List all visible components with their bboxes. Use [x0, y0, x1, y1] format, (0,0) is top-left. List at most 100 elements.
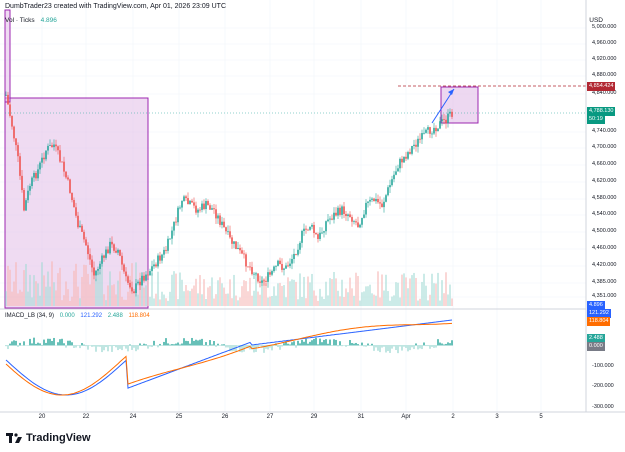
histogram-bar	[417, 345, 419, 350]
volume-bar	[127, 291, 129, 306]
candle-body	[273, 266, 275, 272]
price-tick: 4,920.000	[592, 56, 617, 62]
histogram-bar	[433, 345, 435, 348]
candle-body	[11, 115, 13, 127]
histogram-bar	[63, 343, 65, 346]
volume-bar	[199, 275, 201, 306]
volume-bar	[393, 295, 395, 306]
volume-bar	[231, 298, 233, 306]
volume-bar	[63, 295, 65, 306]
volume-bar	[327, 295, 329, 306]
candle-body	[9, 104, 11, 116]
candle-body	[221, 221, 223, 225]
volume-bar	[121, 296, 123, 306]
histogram-bar	[291, 342, 293, 346]
candle-body	[293, 253, 295, 260]
volume-bar	[247, 291, 249, 306]
price-tick: 4,740.000	[592, 128, 617, 134]
volume-bar	[97, 269, 99, 306]
histogram-bar	[29, 338, 31, 346]
volume-bar	[433, 283, 435, 306]
volume-bar	[351, 288, 353, 306]
candle-body	[331, 218, 333, 220]
candle-body	[241, 250, 243, 254]
histogram-bar	[355, 342, 357, 346]
candle-body	[243, 253, 245, 255]
volume-bar	[29, 274, 31, 306]
histogram-bar	[179, 344, 181, 346]
candle-body	[433, 127, 435, 134]
candle-body	[103, 255, 105, 258]
volume-bar	[345, 288, 347, 306]
candle-body	[177, 207, 179, 223]
histogram-bar	[223, 344, 225, 346]
histogram-bar	[347, 345, 349, 346]
candle-body	[17, 145, 19, 157]
macd-v1: 0.000	[59, 313, 75, 319]
volume-bar	[181, 279, 183, 306]
histogram-bar	[23, 341, 25, 346]
macd-legend[interactable]: IMACD_LB (34, 9) 0.000 121.292 2.488 118…	[5, 313, 150, 319]
candle-body	[307, 229, 309, 231]
time-label: 2	[451, 414, 455, 420]
histogram-bar	[163, 341, 165, 346]
time-label: Apr	[401, 414, 411, 420]
volume-bar	[33, 275, 35, 306]
volume-bar	[81, 276, 83, 306]
target-box[interactable]	[440, 86, 479, 124]
candle-body	[401, 158, 403, 163]
candle-body	[445, 119, 447, 124]
candle-body	[143, 275, 145, 281]
chart-header: DumbTrader23 created with TradingView.co…	[5, 3, 227, 10]
candle-body	[69, 179, 71, 193]
histogram-bar	[155, 345, 157, 346]
candle-body	[365, 202, 367, 215]
candle-body	[229, 231, 231, 238]
volume-bar	[225, 293, 227, 306]
candle-body	[255, 273, 257, 275]
volume-bar	[321, 296, 323, 306]
volume-bar	[313, 290, 315, 306]
volume-bar	[281, 285, 283, 306]
volume-bar	[49, 286, 51, 306]
candle-body	[25, 200, 27, 211]
histogram-bar	[91, 345, 93, 347]
candle-body	[13, 126, 15, 139]
volume-bar	[449, 284, 451, 306]
candle-body	[95, 270, 97, 276]
histogram-bar	[167, 343, 169, 346]
volume-bar	[61, 300, 63, 306]
histogram-bar	[249, 345, 251, 350]
volume-bar	[235, 295, 237, 306]
volume-bar	[349, 277, 351, 306]
volume-bar	[237, 300, 239, 306]
histogram-bar	[261, 345, 263, 348]
volume-bar	[445, 272, 447, 306]
price-tick: 4,540.000	[592, 211, 617, 217]
candle-body	[289, 263, 291, 267]
histogram-bar	[331, 345, 333, 346]
volume-bar	[407, 288, 409, 306]
volume-bar	[107, 285, 109, 306]
histogram-bar	[369, 345, 371, 346]
volume-bar	[125, 299, 127, 306]
volume-value: 4.896	[40, 17, 57, 24]
candle-body	[279, 260, 281, 265]
volume-bar	[89, 284, 91, 306]
histogram-bar	[265, 345, 267, 349]
volume-bar	[145, 285, 147, 306]
histogram-bar	[225, 345, 227, 348]
volume-bar	[77, 286, 79, 306]
histogram-bar	[159, 343, 161, 346]
volume-legend[interactable]: Vol · Ticks 4.896	[5, 17, 57, 24]
candle-body	[285, 265, 287, 269]
histogram-bar	[141, 344, 143, 346]
histogram-bar	[15, 340, 17, 346]
histogram-bar	[373, 345, 375, 351]
projection-arrow	[431, 88, 455, 124]
time-label: 29	[310, 414, 318, 420]
volume-bar	[167, 300, 169, 306]
candle-body	[249, 266, 251, 268]
tradingview-logo[interactable]: TradingView	[6, 432, 91, 444]
